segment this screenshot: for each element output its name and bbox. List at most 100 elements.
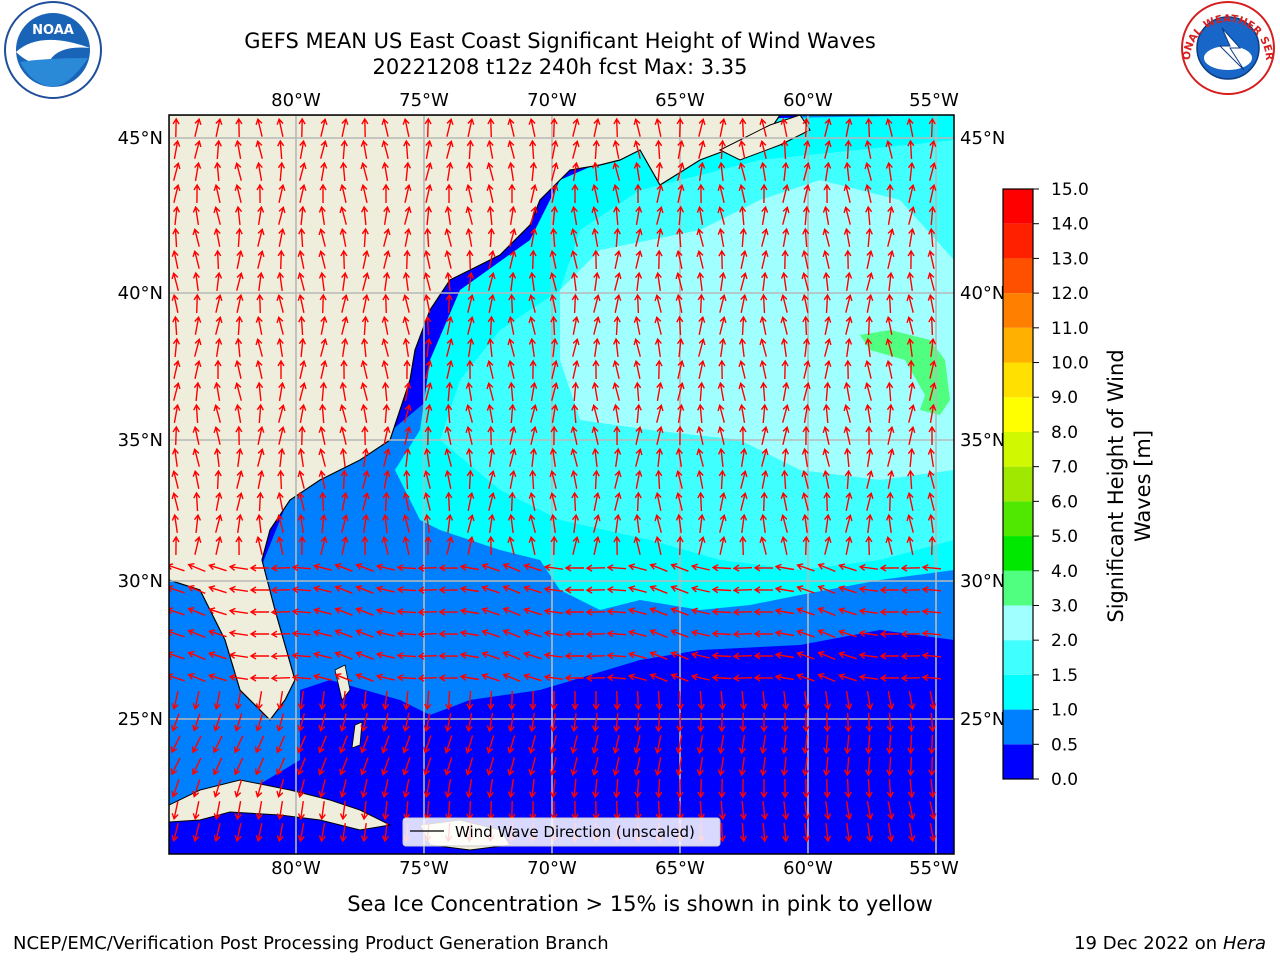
wave-direction-arrow — [438, 674, 459, 682]
wave-direction-arrow — [465, 183, 473, 203]
wave-direction-arrow — [194, 139, 202, 159]
wave-direction-arrow — [508, 690, 516, 711]
wave-direction-arrow — [355, 629, 374, 638]
wave-direction-arrow — [529, 139, 537, 160]
wave-direction-arrow — [864, 139, 872, 159]
wave-direction-arrow — [655, 139, 663, 160]
wave-direction-arrow — [508, 293, 516, 314]
colorbar-tick-label: 14.0 — [1051, 215, 1089, 235]
wave-direction-arrow — [297, 735, 307, 754]
wave-direction-arrow — [670, 585, 689, 594]
wave-direction-arrow — [550, 425, 558, 446]
wave-direction-arrow — [885, 535, 893, 555]
wave-direction-arrow — [591, 403, 599, 423]
wave-direction-arrow — [481, 651, 500, 660]
wave-direction-arrow — [738, 139, 746, 159]
wave-direction-arrow — [887, 801, 895, 821]
wave-direction-arrow — [403, 469, 411, 490]
land-cuba — [169, 779, 392, 831]
map-frame — [168, 114, 955, 855]
wave-direction-arrow — [508, 271, 517, 291]
wave-direction-arrow — [900, 564, 921, 572]
wave-direction-arrow — [635, 469, 643, 489]
wave-direction-arrow — [486, 139, 494, 159]
wave-direction-arrow — [782, 381, 790, 402]
wave-direction-arrow — [256, 293, 264, 314]
wave-direction-arrow — [214, 359, 222, 379]
colorbar-tick-label: 7.0 — [1051, 458, 1078, 478]
run-date: 19 Dec 2022 on Hera — [1074, 933, 1266, 954]
wave-direction-arrow — [759, 117, 767, 137]
wave-direction-arrow — [375, 585, 395, 593]
wave-direction-arrow — [551, 183, 559, 203]
wave-direction-arrow — [801, 513, 809, 533]
wave-direction-arrow — [523, 629, 542, 638]
wave-direction-arrow — [921, 674, 942, 682]
wave-direction-arrow — [654, 735, 662, 755]
wave-direction-arrow — [571, 183, 579, 203]
wave-direction-arrow — [444, 271, 453, 291]
wave-direction-arrow — [865, 756, 873, 777]
wave-direction-arrow — [551, 403, 559, 424]
wave-direction-arrow — [612, 712, 621, 733]
wave-direction-arrow — [887, 822, 895, 843]
wave-direction-arrow — [928, 734, 936, 755]
wave-direction-arrow — [297, 447, 305, 468]
wave-direction-arrow — [234, 161, 242, 181]
wave-direction-arrow — [760, 403, 769, 424]
wave-direction-arrow — [339, 757, 348, 776]
wave-direction-arrow — [635, 205, 643, 226]
wave-direction-arrow — [213, 823, 221, 843]
wave-direction-arrow — [780, 491, 788, 511]
wave-direction-arrow — [278, 403, 286, 423]
wave-direction-arrow — [208, 629, 227, 638]
wave-direction-arrow — [465, 381, 473, 402]
wave-direction-arrow — [780, 337, 788, 358]
wave-direction-arrow — [423, 513, 431, 534]
wave-direction-arrow — [276, 535, 284, 555]
wave-direction-arrow — [549, 293, 557, 313]
wave-direction-arrow — [822, 734, 831, 755]
wave-direction-arrow — [362, 513, 370, 534]
wave-direction-arrow — [887, 205, 895, 226]
wave-direction-arrow — [711, 630, 732, 638]
wave-direction-arrow — [649, 629, 668, 638]
wave-direction-arrow — [866, 822, 874, 843]
wave-direction-arrow — [528, 117, 536, 137]
wave-direction-arrow — [780, 117, 788, 137]
wave-direction-arrow — [635, 425, 643, 445]
wave-direction-arrow — [564, 674, 584, 682]
colorbar-segment — [1003, 223, 1033, 259]
wave-direction-arrow — [234, 139, 242, 160]
wave-direction-arrow — [753, 652, 774, 660]
wave-direction-arrow — [187, 607, 206, 617]
lon-label-bottom: 55°W — [909, 858, 959, 879]
wave-direction-arrow — [845, 315, 853, 335]
wave-direction-arrow — [340, 249, 348, 270]
chart-subtitle: 20221208 t12z 240h fcst Max: 3.35 — [372, 55, 748, 79]
wave-direction-arrow — [822, 205, 830, 226]
wave-direction-arrow — [481, 607, 500, 616]
colorbar-segment — [1003, 327, 1033, 363]
colorbar-tick-label: 9.0 — [1051, 388, 1078, 408]
wave-direction-arrow — [381, 161, 389, 182]
wave-direction-arrow — [297, 491, 305, 511]
wave-direction-arrow — [886, 491, 894, 512]
lon-label-top: 70°W — [527, 90, 577, 111]
wave-direction-arrow — [634, 271, 643, 291]
wave-direction-arrow — [858, 673, 878, 681]
wave-direction-arrow — [444, 735, 453, 754]
colorbar-segment — [1003, 189, 1033, 224]
wave-direction-arrow — [571, 293, 579, 314]
wave-direction-arrow — [270, 630, 291, 638]
wave-direction-arrow — [739, 822, 747, 843]
wave-direction-arrow — [717, 447, 726, 467]
wave-direction-arrow — [591, 735, 599, 755]
wave-direction-arrow — [543, 651, 563, 659]
wave-direction-arrow — [234, 713, 243, 732]
wave-direction-arrow — [235, 315, 243, 336]
wave-direction-arrow — [570, 469, 578, 489]
wave-direction-arrow — [906, 513, 914, 533]
wave-direction-arrow — [228, 563, 249, 571]
wave-direction-arrow — [360, 161, 368, 181]
